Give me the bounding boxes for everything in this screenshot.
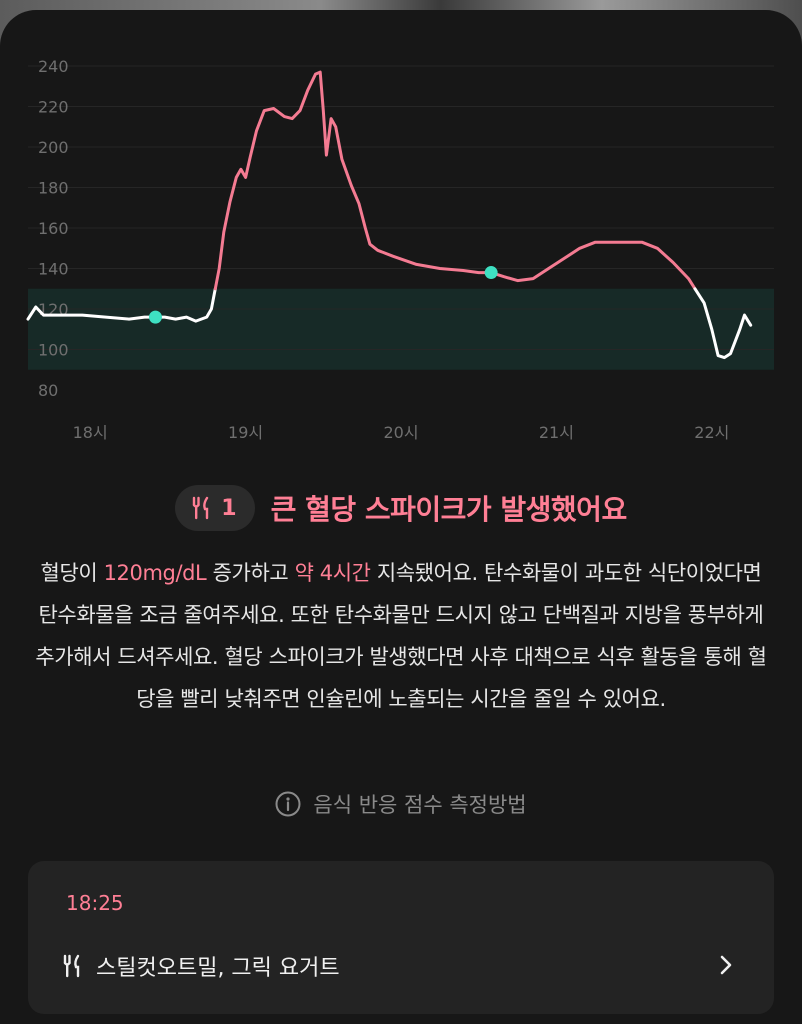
meal-foods-row: 스틸컷오트밀, 그릭 요거트 [62, 949, 742, 983]
insight-description: 혈당이 120mg/dL 증가하고 약 4시간 지속됐어요. 탄수화물이 과도한… [30, 552, 772, 720]
meal-marker [148, 310, 162, 324]
y-tick-label: 160 [38, 219, 69, 238]
bottom-sheet: 240 220 200 180 160 140 120 100 80 18시 19시 20시 21시 22… [0, 10, 802, 1024]
y-tick-label: 200 [38, 138, 69, 157]
score-method-link[interactable]: 음식 반응 점수 측정방법 [0, 786, 802, 822]
meal-number-badge: 1 [175, 485, 255, 531]
y-tick-label: 240 [38, 57, 69, 76]
x-tick-label: 22시 [694, 423, 729, 442]
y-tick-label: 100 [38, 341, 69, 360]
desc-text: 혈당이 [40, 561, 104, 585]
chevron-right-icon[interactable] [718, 954, 734, 976]
meal-marker [484, 266, 498, 280]
target-range-band [28, 288, 774, 370]
fork-knife-icon [193, 496, 209, 520]
meal-number: 1 [221, 495, 237, 521]
glucose-line-in-range [693, 287, 753, 360]
meal-foods: 스틸컷오트밀, 그릭 요거트 [96, 956, 340, 981]
desc-text: 증가하고 [206, 561, 295, 585]
x-tick-label: 18시 [73, 423, 108, 442]
glucose-line-spike [213, 70, 697, 291]
insight-headline: 큰 혈당 스파이크가 발생했어요 [270, 493, 628, 526]
x-tick-label: 19시 [228, 423, 263, 442]
fork-knife-icon [63, 954, 80, 978]
info-icon [275, 791, 301, 817]
x-tick-label: 21시 [539, 423, 574, 442]
meal-time: 18:25 [66, 891, 124, 915]
x-tick-label: 20시 [383, 423, 418, 442]
y-tick-label: 140 [38, 260, 69, 279]
meal-card[interactable]: 18:25 스틸컷오트밀, 그릭 요거트 [28, 861, 774, 1014]
y-tick-label: 180 [38, 179, 69, 198]
score-method-label: 음식 반응 점수 측정방법 [313, 793, 527, 817]
y-tick-label: 80 [38, 381, 58, 400]
y-tick-label: 220 [38, 98, 69, 117]
spike-duration-value: 약 4시간 [294, 561, 371, 585]
glucose-increase-value: 120mg/dL [103, 561, 207, 585]
insight-header: 1 큰 혈당 스파이크가 발생했어요 [0, 482, 802, 534]
desc-text: 지속됐어요. 탄수화물이 과도한 식단이었다면 탄수화물을 조금 줄여주세요. … [35, 561, 767, 711]
